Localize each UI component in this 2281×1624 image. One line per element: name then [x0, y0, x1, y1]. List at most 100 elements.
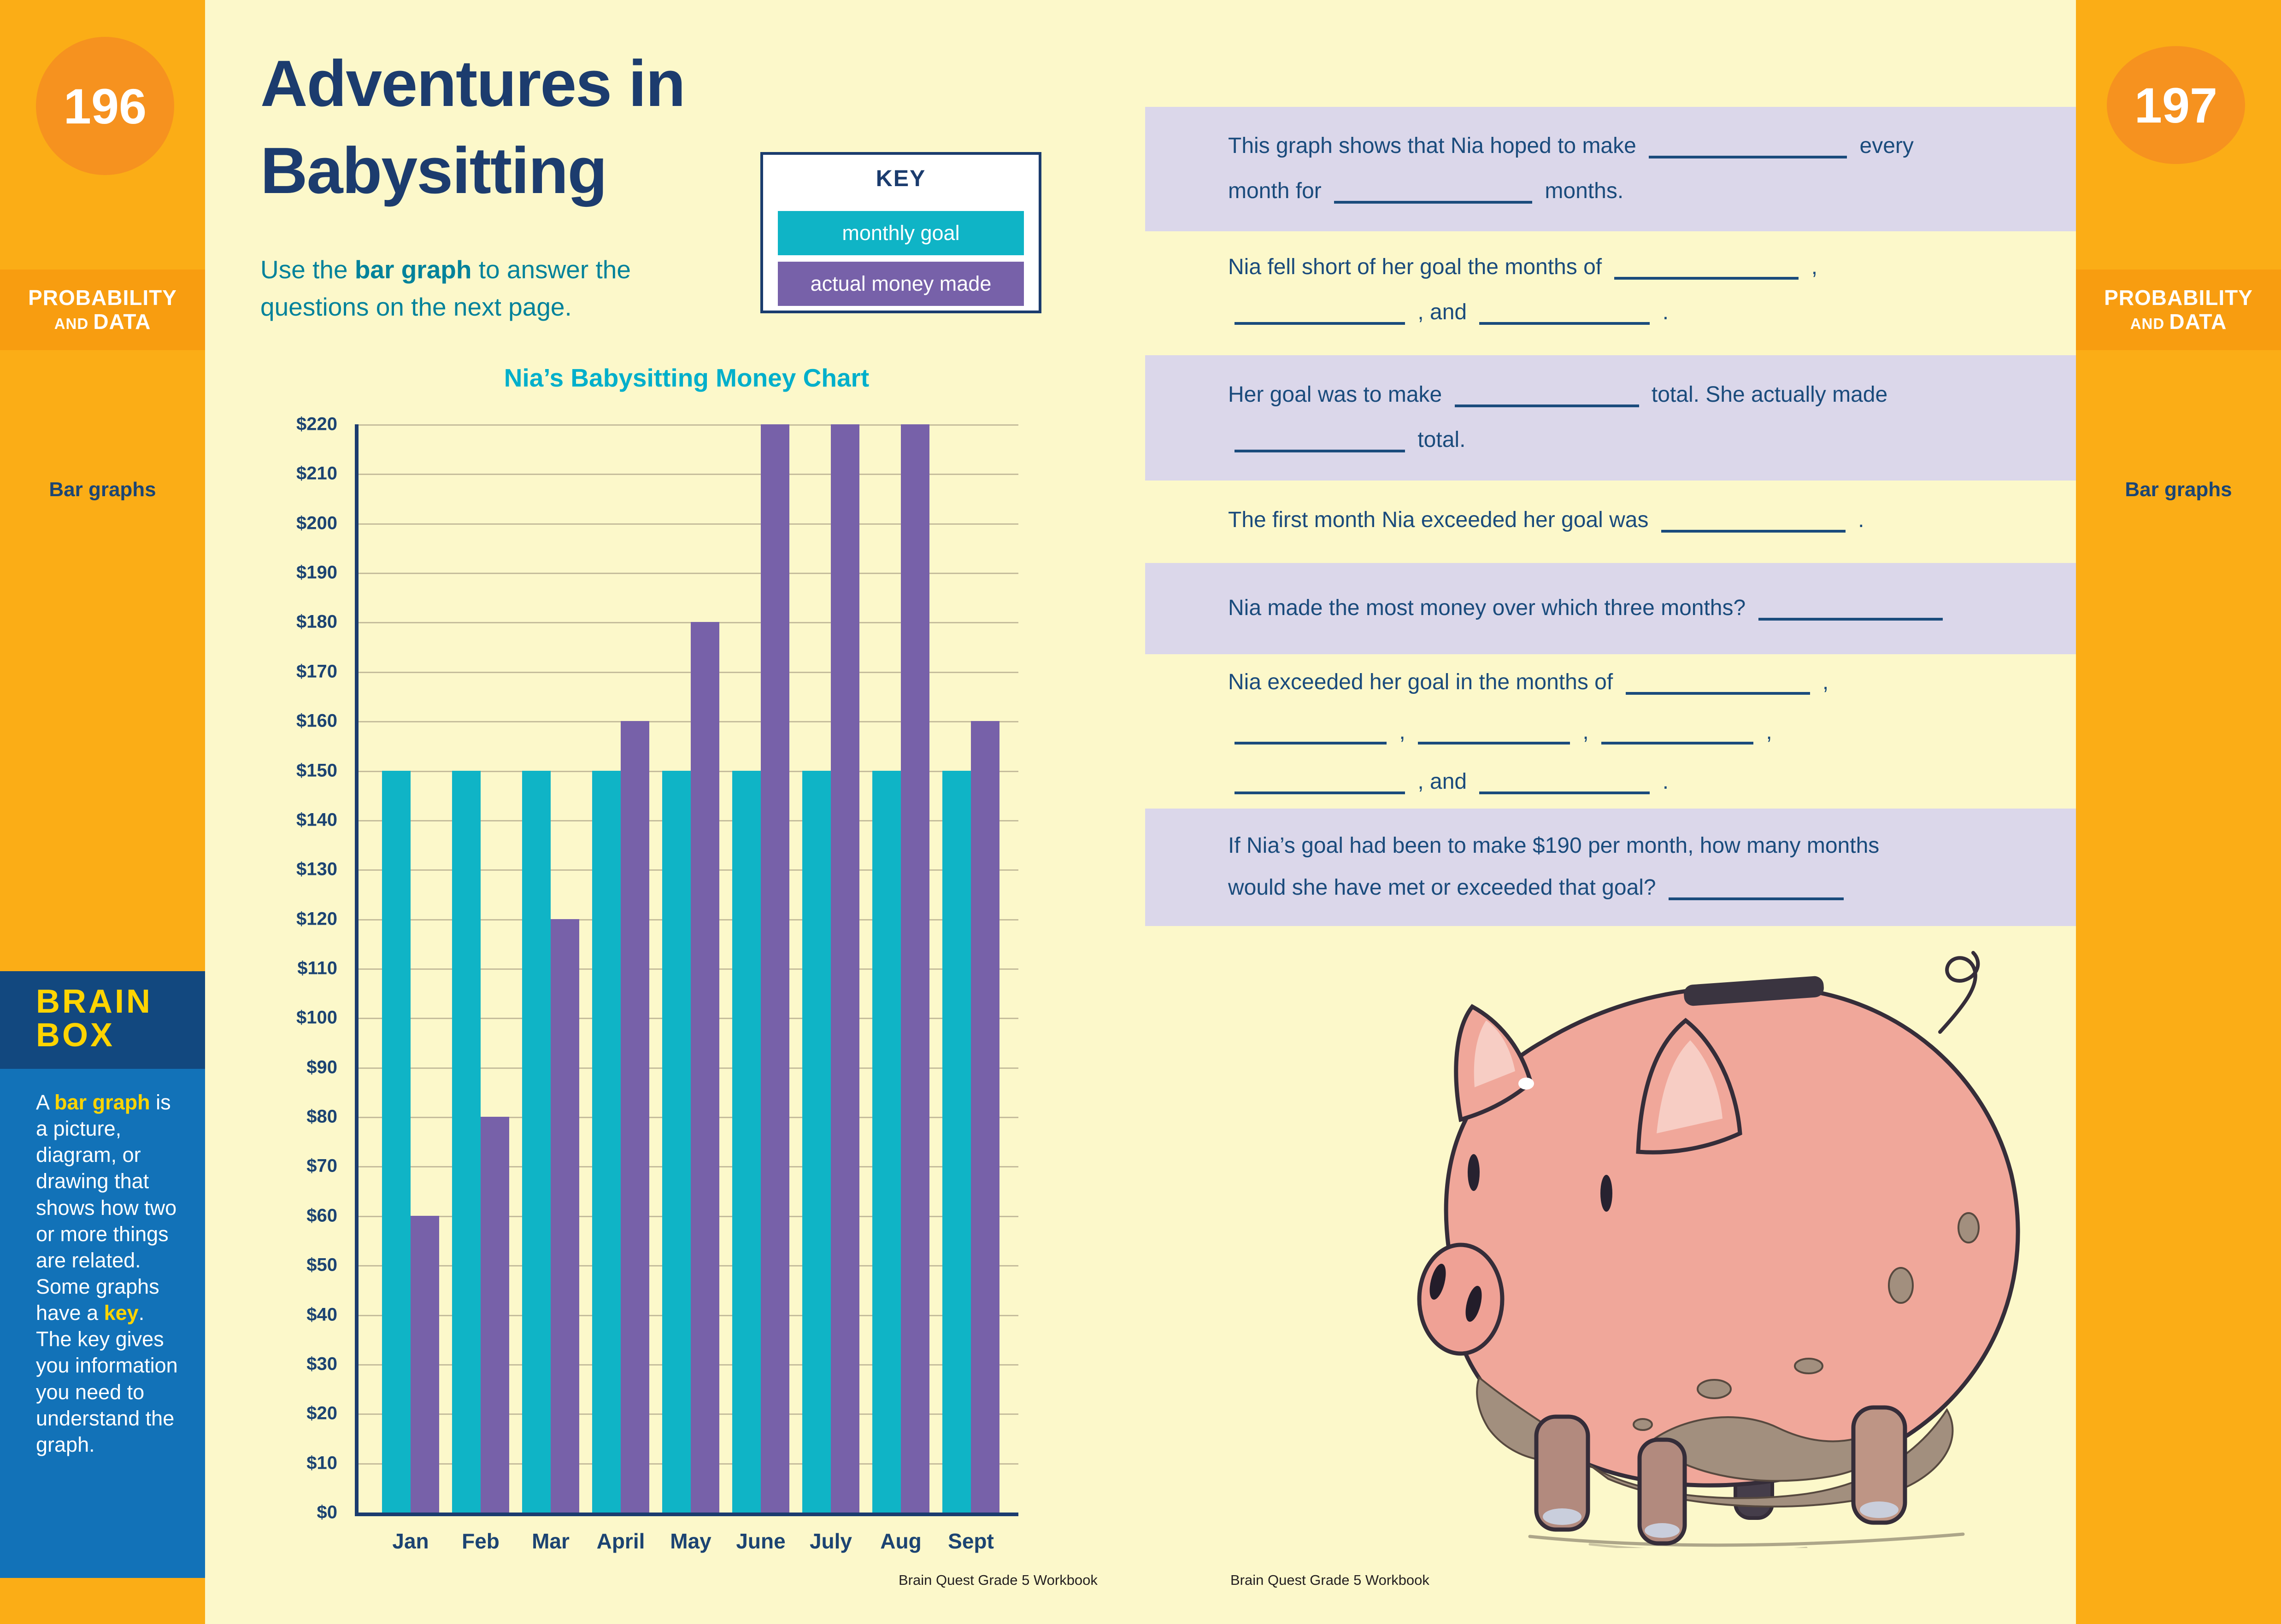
bar-actual-money [971, 721, 999, 1513]
y-axis-label: $190 [296, 562, 337, 583]
x-axis-label: July [809, 1529, 852, 1553]
answer-blank [1334, 183, 1533, 204]
pig-left-eye [1468, 1154, 1480, 1191]
y-axis-label: $140 [296, 809, 337, 830]
answer-blank [1479, 305, 1650, 325]
y-axis-label: $80 [306, 1106, 337, 1127]
y-axis-label: $130 [296, 859, 337, 879]
question-text: , and [1411, 300, 1473, 324]
question-line: , and . [1145, 300, 2076, 325]
answer-blank [1454, 387, 1639, 407]
question-text: , [1805, 255, 1818, 279]
category-and: AND [2130, 315, 2169, 332]
page-number-circle-right: 197 [2107, 46, 2245, 164]
bar-monthly-goal [592, 770, 621, 1513]
topic-label-left: Bar graphs [49, 478, 156, 501]
bar-monthly-goal [662, 770, 691, 1513]
pig-highlight [1518, 1078, 1534, 1090]
pig-hoof [1860, 1501, 1899, 1518]
question-7: If Nia’s goal had been to make $190 per … [1145, 809, 2076, 926]
gridline [355, 721, 1018, 723]
answer-blank [1758, 600, 1943, 621]
category-and: AND [54, 315, 94, 332]
pig-mud-spot [1958, 1212, 1980, 1243]
question-text: total. She actually made [1645, 382, 1888, 407]
answer-blank [1235, 774, 1405, 794]
y-axis-label: $30 [306, 1354, 337, 1374]
text-segment: is a picture, diagram, or drawing that s… [36, 1090, 177, 1325]
text-segment: bar graph [354, 255, 472, 284]
bar-actual-money [551, 919, 579, 1513]
question-line: Her goal was to make total. She actually… [1145, 383, 2076, 407]
answer-blank [1479, 774, 1650, 794]
bar-monthly-goal [382, 770, 411, 1513]
page-subtitle-line2: questions on the next page. [260, 288, 631, 326]
y-axis-label: $60 [306, 1205, 337, 1226]
answer-blank [1649, 138, 1847, 158]
key-title: KEY [876, 165, 926, 191]
pig-tail [1938, 951, 1980, 1034]
pig-hind-leg [1851, 1405, 1907, 1525]
gridline [355, 523, 1018, 525]
answer-blank [1235, 724, 1387, 745]
key-box: KEY monthly goal actual money made [760, 152, 1041, 313]
question-3: Her goal was to make total. She actually… [1145, 355, 2076, 481]
y-axis-label: $210 [296, 463, 337, 484]
question-text: every [1853, 134, 1914, 158]
page-title: Adventures in Babysitting [260, 41, 686, 215]
question-text: month for [1228, 179, 1328, 203]
category-label: PROBABILITY [28, 285, 177, 310]
bar-actual-money [831, 424, 859, 1513]
bar-monthly-goal [522, 770, 551, 1513]
question-text: . [1656, 769, 1669, 794]
bar-actual-money [621, 721, 649, 1513]
question-text: , [1760, 720, 1772, 744]
answer-blank [1235, 432, 1405, 452]
question-text: , [1393, 720, 1412, 744]
x-axis-label: April [596, 1529, 645, 1553]
y-axis-label: $20 [306, 1403, 337, 1424]
question-line: Nia exceeded her goal in the months of , [1145, 670, 2076, 695]
pig-body [1444, 985, 2020, 1488]
bar-actual-money [901, 424, 929, 1513]
key-swatch-actual-money: actual money made [778, 262, 1024, 306]
y-axis-label: $170 [296, 661, 337, 682]
pig-snout [1417, 1243, 1505, 1356]
question-text: . [1656, 300, 1669, 324]
y-axis-label: $50 [306, 1255, 337, 1275]
x-axis-label: Feb [462, 1529, 500, 1553]
bar-monthly-goal [802, 770, 831, 1513]
x-axis-label: Aug [880, 1529, 922, 1553]
answer-blank [1625, 674, 1810, 695]
answer-blank [1661, 512, 1846, 533]
text-segment: A [36, 1090, 55, 1114]
page-number-right: 197 [2134, 77, 2218, 133]
x-axis [355, 1513, 1018, 1516]
category-label: PROBABILITY [2104, 285, 2253, 310]
y-axis-label: $120 [296, 909, 337, 929]
x-axis-label: Jan [392, 1529, 429, 1553]
right-sidebar [2076, 0, 2281, 1624]
brain-box-body: A bar graph is a picture, diagram, or dr… [0, 1069, 205, 1458]
chart-plot [355, 424, 1018, 1513]
question-line: total. [1145, 428, 2076, 452]
key-swatch-monthly-goal: monthly goal [778, 211, 1024, 255]
pig-front-leg [1637, 1437, 1687, 1546]
page-subtitle-line1: Use the bar graph to answer the [260, 251, 631, 288]
page-title-line2: Babysitting [260, 134, 607, 207]
bar-monthly-goal [732, 770, 761, 1513]
question-line: If Nia’s goal had been to make $190 per … [1145, 834, 2076, 857]
piggy-bank-illustration [1417, 951, 2020, 1548]
pig-shadow [1528, 1532, 1965, 1547]
question-line: , and . [1145, 770, 2076, 794]
pig-mud-spot [1794, 1358, 1823, 1374]
y-axis-label: $90 [306, 1057, 337, 1078]
category-band-right: PROBABILITY AND DATA [2076, 270, 2281, 350]
x-axis-label: June [736, 1529, 786, 1553]
gridline [355, 474, 1018, 475]
question-text: , [1576, 720, 1595, 744]
y-axis-label: $110 [297, 958, 337, 979]
pig-right-ear-inner [1657, 1040, 1723, 1133]
y-axis-label: $10 [306, 1453, 337, 1473]
